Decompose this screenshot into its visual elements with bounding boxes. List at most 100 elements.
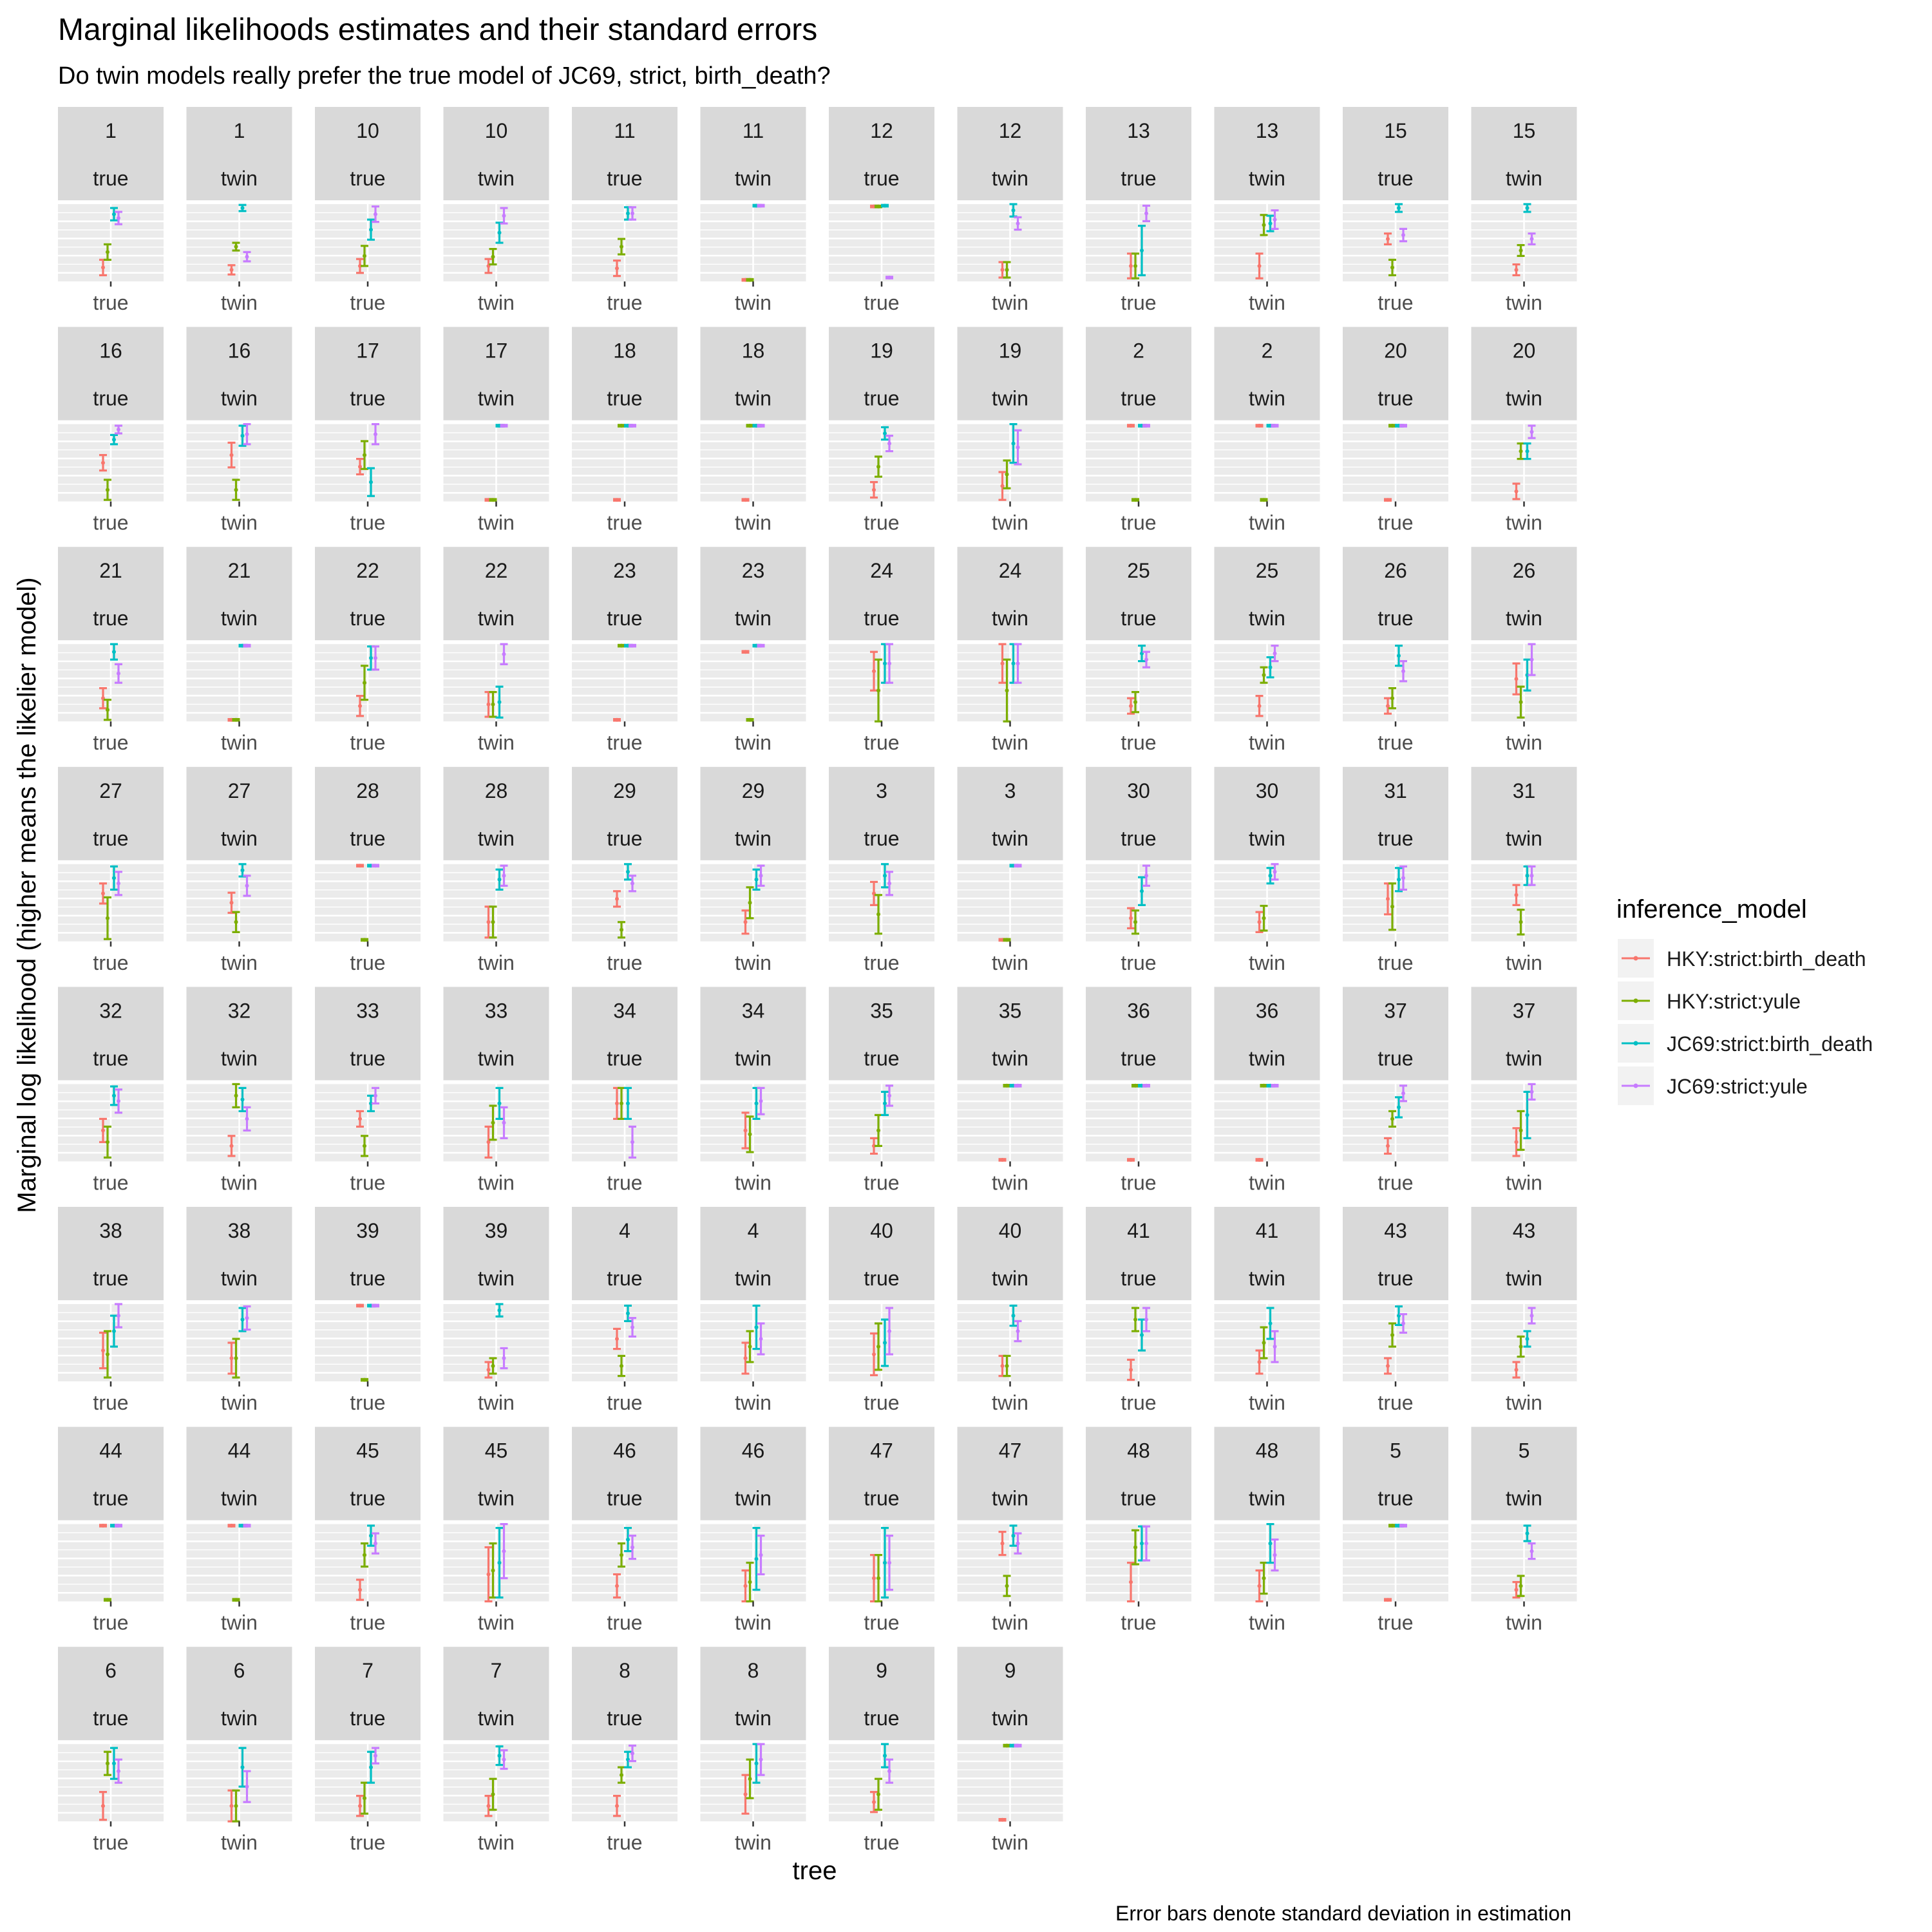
facet-panel: 11 true true: [572, 107, 677, 314]
facet-strip-id: 30: [1256, 779, 1279, 802]
facet-panel: 40 twin twin: [957, 1207, 1063, 1414]
mean-point: [1257, 1158, 1262, 1162]
mean-point: [1016, 445, 1020, 450]
facet-strip: [700, 1207, 806, 1300]
facet-strip: [186, 1647, 292, 1741]
mean-point: [1133, 920, 1137, 924]
mean-point: [759, 643, 763, 648]
mean-point: [630, 643, 634, 648]
mean-point: [229, 900, 234, 905]
mean-point: [245, 1117, 249, 1121]
mean-point: [620, 643, 623, 648]
mean-point: [363, 938, 366, 942]
facet-strip-tree: true: [864, 1707, 899, 1730]
x-tick-label: twin: [992, 1391, 1028, 1414]
x-tick-label: true: [1121, 1171, 1156, 1194]
x-tick-label: true: [607, 1391, 642, 1414]
mean-point: [626, 1537, 630, 1542]
facet-strip-id: 29: [742, 779, 765, 802]
facet-strip: [58, 1426, 164, 1520]
facet-strip-tree: true: [1121, 1267, 1156, 1290]
mean-point: [1273, 869, 1277, 874]
facet-panel: 35 twin twin: [957, 987, 1063, 1194]
facet-strip-tree: twin: [992, 387, 1028, 410]
mean-point: [876, 204, 880, 209]
facet-panel: 13 true true: [1086, 107, 1191, 314]
facet-strip: [1214, 547, 1320, 641]
mean-point: [245, 254, 249, 259]
mean-point: [1273, 651, 1277, 656]
mean-point: [1525, 873, 1530, 878]
facet-strip-id: 10: [356, 119, 379, 142]
mean-point: [872, 669, 876, 674]
mean-point: [491, 702, 495, 706]
facet-panel: 45 twin twin: [443, 1426, 549, 1634]
facet-strip-id: 15: [1513, 119, 1536, 142]
mean-point: [743, 498, 748, 502]
x-tick-label: true: [607, 1831, 642, 1854]
facet-strip-tree: twin: [1249, 167, 1285, 190]
facet-panel: 5 twin twin: [1471, 1426, 1577, 1634]
mean-point: [1519, 1128, 1523, 1133]
facet-strip-tree: true: [607, 1046, 642, 1070]
mean-point: [872, 1800, 876, 1804]
mean-point: [1519, 449, 1523, 453]
facet-strip-tree: true: [864, 607, 899, 630]
x-tick-label: twin: [478, 731, 515, 754]
facet-strip-id: 38: [99, 1219, 122, 1242]
facet-strip-id: 37: [1513, 999, 1536, 1022]
mean-point: [1005, 938, 1009, 942]
facet-strip-id: 6: [234, 1659, 245, 1682]
mean-point: [1011, 1533, 1016, 1538]
facet-strip: [572, 547, 677, 641]
facet-strip: [1343, 327, 1448, 421]
facet-strip-tree: twin: [992, 607, 1028, 630]
mean-point: [887, 1769, 891, 1774]
mean-point: [1401, 876, 1405, 880]
x-tick-label: twin: [992, 1611, 1028, 1634]
mean-point: [369, 656, 373, 660]
facet-strip: [829, 987, 934, 1081]
facet-strip-id: 19: [999, 339, 1022, 363]
mean-point: [1401, 424, 1405, 428]
x-tick-label: twin: [735, 291, 772, 314]
facet-strip-id: 43: [1384, 1219, 1407, 1242]
x-tick-label: twin: [992, 1171, 1028, 1194]
facet-strip: [1343, 766, 1448, 860]
mean-point: [759, 1099, 763, 1103]
facet-panel: 3 true true: [829, 766, 934, 974]
facet-panel: 44 true true: [58, 1426, 164, 1634]
facet-strip-tree: twin: [992, 1267, 1028, 1290]
facet-panel: 2 twin twin: [1214, 327, 1320, 535]
facet-strip-tree: twin: [221, 1707, 258, 1730]
facet-strip-id: 28: [356, 779, 379, 802]
facet-strip-id: 39: [485, 1219, 508, 1242]
mean-point: [106, 1140, 109, 1144]
facet-strip-tree: true: [607, 607, 642, 630]
mean-point: [240, 868, 245, 873]
facet-strip: [1214, 766, 1320, 860]
facet-panel: 38 true true: [58, 1207, 164, 1414]
mean-point: [1129, 424, 1133, 428]
mean-point: [486, 1572, 491, 1577]
x-tick-label: true: [1121, 511, 1156, 535]
facet-panel: 24 true true: [829, 547, 934, 754]
mean-point: [1401, 233, 1405, 237]
mean-point: [1262, 673, 1266, 677]
mean-point: [502, 1356, 506, 1360]
mean-point: [872, 488, 876, 492]
mean-point: [1016, 222, 1020, 225]
mean-point: [491, 1792, 495, 1797]
facet-strip-id: 26: [1513, 559, 1536, 582]
facet-panel: 23 twin twin: [700, 547, 806, 754]
x-tick-label: true: [1121, 1391, 1156, 1414]
mean-point: [1397, 1105, 1401, 1110]
mean-point: [1144, 424, 1148, 428]
facet-strip-id: 29: [613, 779, 636, 802]
mean-point: [872, 1352, 876, 1356]
facet-strip-tree: true: [1378, 1267, 1413, 1290]
facet-strip: [829, 107, 934, 200]
x-tick-label: true: [1378, 1391, 1413, 1414]
x-tick-label: twin: [1506, 951, 1542, 974]
